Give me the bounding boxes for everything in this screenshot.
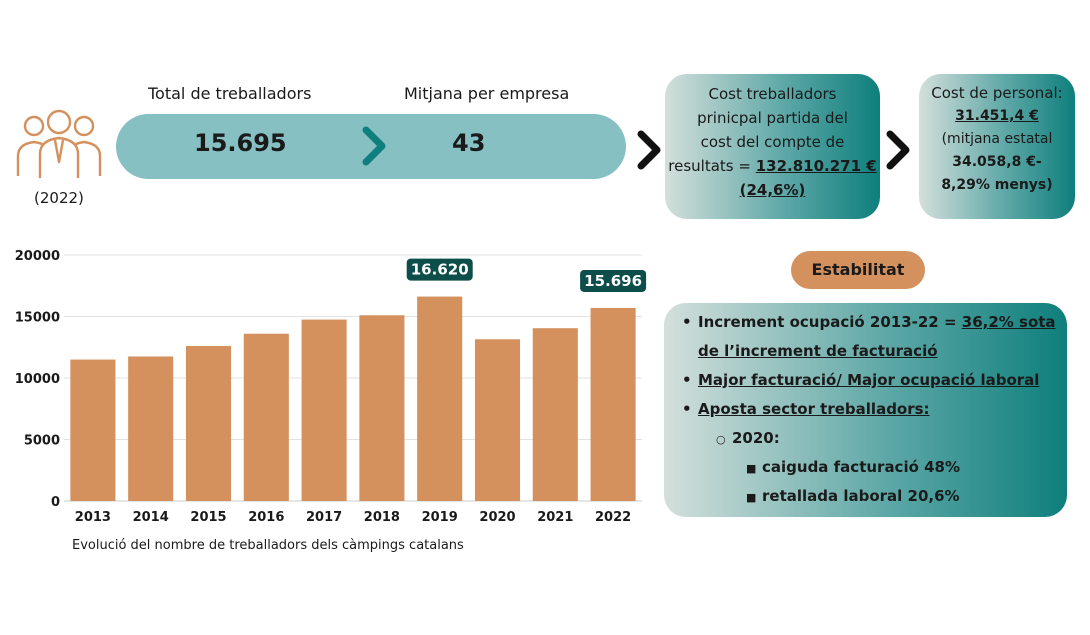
bullet-1c: de l’increment de facturació: [698, 342, 938, 360]
workers-bar-chart: 0 5000 10000 15000 20000 2013 2014 2015 2016 201…: [15, 249, 647, 525]
annotation-badge: [406, 258, 473, 281]
y-tick-label: 15000: [15, 311, 60, 326]
bar-2020: [474, 339, 521, 501]
bullet-4: 2020:: [732, 429, 780, 447]
total-workers-value: 15.695: [194, 129, 287, 157]
personal-cost-box: Cost de personal: 31.451,4 € (mitjana es…: [919, 74, 1075, 219]
chevron-right-icon: [362, 126, 386, 166]
cost-line-3: cost del compte de: [700, 133, 845, 151]
stats-pill: [116, 114, 626, 179]
bullet-6: retallada laboral 20,6%: [762, 487, 960, 505]
year-caption: (2022): [34, 189, 84, 207]
bar-2021: [532, 328, 578, 501]
x-tick-label: 2015: [190, 510, 226, 525]
x-tick-label: 2020: [479, 510, 515, 525]
chart-caption: Evolució del nombre de treballadors dels…: [72, 538, 464, 553]
bar-2022: [590, 307, 636, 501]
x-tick-label: 2017: [306, 510, 342, 525]
x-tick-label: 2019: [422, 510, 458, 525]
personal-cost-value: 31.451,4 €: [955, 108, 1039, 124]
chevron-right-icon: [886, 130, 910, 170]
x-tick-label: 2014: [133, 510, 169, 525]
cost-box: Cost treballadors prinicpal partida del …: [665, 74, 880, 219]
x-tick-label: 2022: [595, 510, 631, 525]
y-tick-label: 20000: [15, 249, 60, 264]
personal-line-1: Cost de personal:: [931, 84, 1063, 102]
x-tick-label: 2016: [248, 510, 284, 525]
cost-percent: (24,6%): [739, 181, 806, 199]
annotation-badge: [580, 269, 647, 292]
x-tick-label: 2013: [75, 510, 111, 525]
average-per-company-value: 43: [452, 129, 486, 157]
x-tick-label: 2021: [537, 510, 573, 525]
annotation-label: 16.620: [411, 261, 469, 279]
cost-amount: 132.810.271 €: [755, 157, 877, 175]
cost-line-1: Cost treballadors: [708, 85, 837, 103]
bar-2013: [70, 359, 116, 501]
bullet-1a: Increment ocupació 2013-22 =: [698, 313, 962, 331]
bullet-1b: 36,2% sota: [961, 313, 1056, 331]
stability-box: • Increment ocupació 2013-22 = 36,2% sota…: [664, 303, 1067, 517]
personal-line-5: 8,29% menys): [941, 177, 1053, 193]
average-per-company-label: Mitjana per empresa: [404, 84, 570, 103]
bar-2019: [417, 296, 463, 501]
bar-2015: [185, 346, 232, 501]
bullet-5: caiguda facturació 48%: [762, 458, 961, 476]
bar-2016: [243, 333, 289, 501]
total-workers-label: Total de treballadors: [148, 84, 312, 103]
bar-2017: [301, 319, 347, 501]
chevron-right-icon: [637, 130, 661, 170]
bar-2018: [359, 315, 405, 501]
x-tick-label: 2018: [364, 510, 400, 525]
annotation-label: 15.696: [584, 272, 642, 290]
bullet-2: Major facturació/ Major ocupació laboral: [698, 371, 1040, 389]
personal-line-3: (mitjana estatal: [941, 131, 1053, 147]
cost-line-2: prinicpal partida del: [697, 109, 848, 127]
y-tick-label: 0: [51, 495, 60, 510]
cost-line-4: resultats =: [668, 157, 756, 175]
y-tick-label: 5000: [24, 434, 60, 449]
stability-title: Estabilitat: [791, 251, 925, 289]
workers-icon: [16, 109, 102, 178]
personal-line-4: 34.058,8 €-: [952, 154, 1042, 170]
bar-2014: [128, 356, 174, 501]
y-tick-label: 10000: [15, 372, 60, 387]
bullet-3: Aposta sector treballadors:: [698, 400, 930, 418]
